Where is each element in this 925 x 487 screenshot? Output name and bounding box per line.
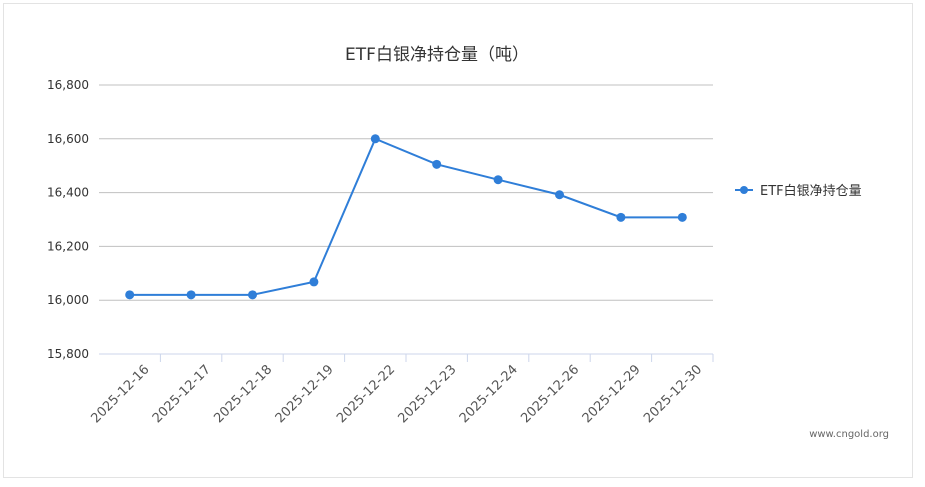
- point: [186, 290, 196, 300]
- legend-marker: [740, 186, 748, 194]
- line: [129, 137, 683, 296]
- point: [248, 290, 257, 300]
- panel: [3, 3, 913, 478]
- chart-title: ETF白银净持仓量（吨）: [345, 45, 529, 65]
- point: [125, 290, 135, 300]
- y-tick-label: 15,800: [47, 347, 89, 361]
- point: [616, 212, 626, 222]
- y-tick-label: 16,600: [47, 132, 89, 146]
- point: [309, 277, 319, 287]
- point: [677, 212, 687, 222]
- y-tick-label: 16,200: [47, 239, 89, 253]
- point: [493, 175, 503, 185]
- y-tick-label: 16,000: [47, 293, 89, 307]
- point: [555, 190, 564, 200]
- y-tick-label: 16,400: [47, 186, 89, 200]
- point: [370, 134, 380, 144]
- source: www.cngold.org: [809, 429, 889, 440]
- y-tick-label: 16,800: [47, 78, 89, 92]
- legend-label: ETF白银净持仓量: [760, 183, 862, 199]
- point: [432, 159, 442, 169]
